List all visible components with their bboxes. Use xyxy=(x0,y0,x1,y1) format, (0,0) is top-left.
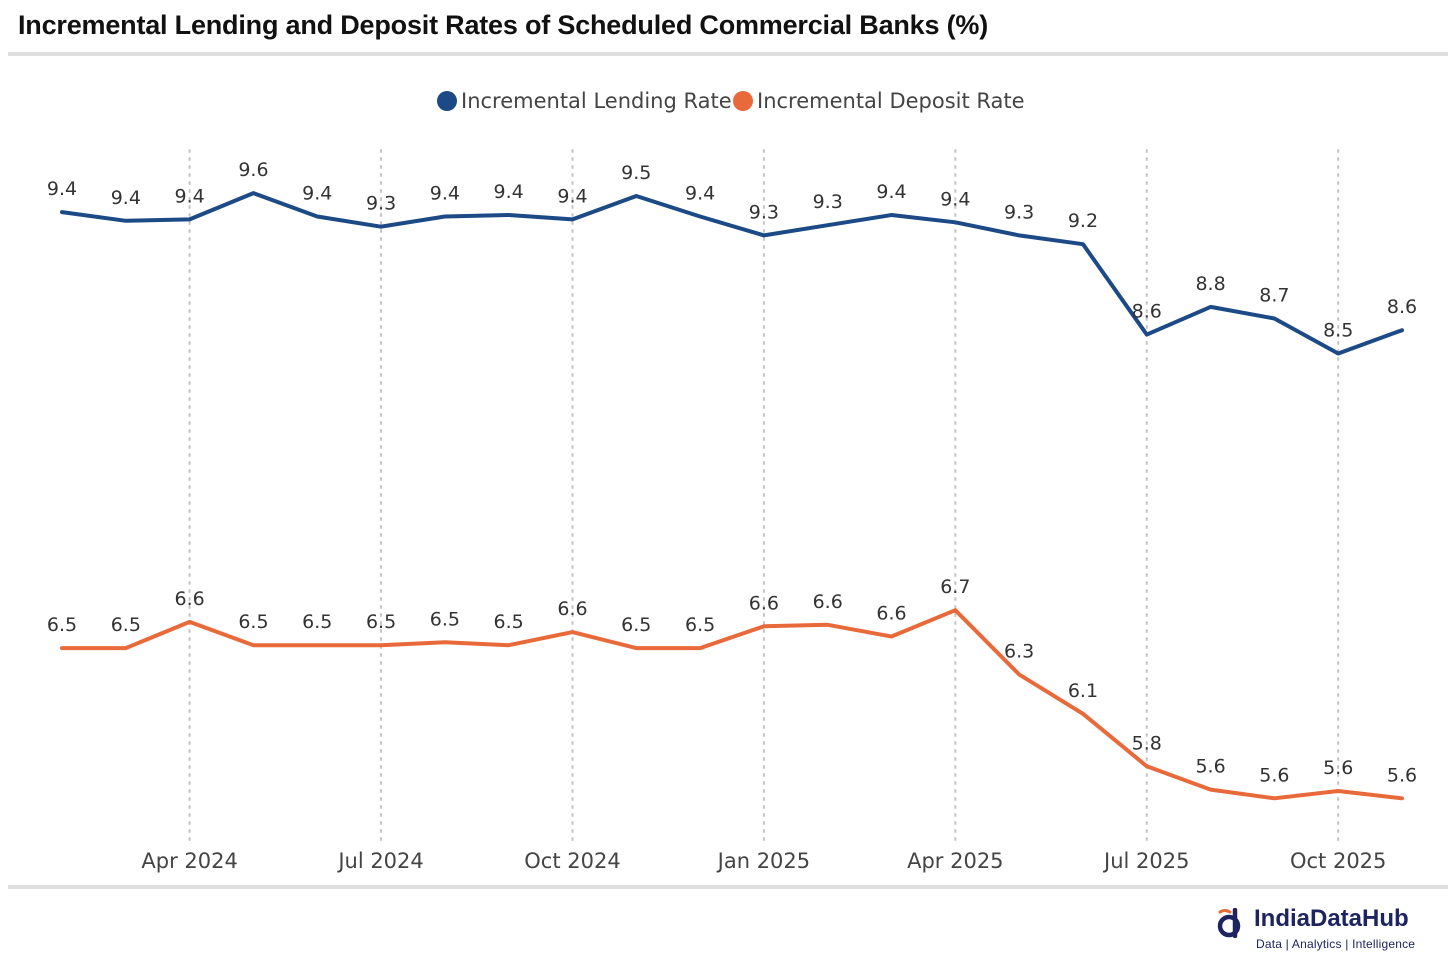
deposit-rate-legend-label[interactable]: Incremental Deposit Rate xyxy=(757,89,1025,113)
lending-rate-data-label: 9.4 xyxy=(557,185,587,207)
deposit-rate-data-label: 6.5 xyxy=(685,614,715,636)
lending-rate-data-label: 8.7 xyxy=(1259,285,1289,307)
x-tick-label: Apr 2024 xyxy=(141,849,237,873)
x-axis-ticks: Apr 2024 Jul 2024 Oct 2024 Jan 2025 Apr 2025… xyxy=(141,849,1386,873)
x-tick-label: Jan 2025 xyxy=(716,849,811,873)
deposit-rate-legend-marker xyxy=(733,91,753,111)
lending-rate-data-label: 9.3 xyxy=(749,201,779,223)
deposit-rate-data-label: 6.5 xyxy=(621,614,651,636)
lending-rate-legend-label[interactable]: Incremental Lending Rate xyxy=(461,89,732,113)
deposit-rate-data-label: 6.5 xyxy=(111,614,141,636)
lending-rate-data-label: 9.3 xyxy=(366,193,396,215)
lending-rate-line[interactable] xyxy=(60,191,1404,356)
deposit-rate-data-label: 6.3 xyxy=(1004,640,1034,662)
lending-rate-data-label: 9.4 xyxy=(685,182,715,204)
lending-rate-data-label: 8.8 xyxy=(1195,273,1225,295)
lending-rate-data-label: 9.4 xyxy=(940,188,970,210)
data-labels: 9.4 9.4 9.4 9.6 9.4 9.3 9.4 9.4 9.4 9.5 9.4 9.3 9.3 9… xyxy=(47,159,1417,786)
deposit-rate-line[interactable] xyxy=(60,608,1404,801)
x-tick-label: Jul 2025 xyxy=(1102,849,1189,873)
legend: Incremental Lending Rate Incremental Depo… xyxy=(437,89,1025,113)
brand-tagline: Data | Analytics | Intelligence xyxy=(1256,937,1416,951)
lending-rate-data-label: 8.6 xyxy=(1132,301,1162,323)
series-lines xyxy=(60,191,1404,801)
deposit-rate-data-label: 6.5 xyxy=(494,611,524,633)
deposit-rate-data-label: 5.6 xyxy=(1387,764,1417,786)
lending-rate-data-label: 8.5 xyxy=(1323,320,1353,342)
deposit-rate-data-label: 6.6 xyxy=(557,598,587,620)
lending-rate-legend-marker xyxy=(437,91,457,111)
deposit-rate-data-label: 6.5 xyxy=(430,608,460,630)
lending-rate-data-label: 9.5 xyxy=(621,162,651,184)
deposit-rate-data-label: 6.7 xyxy=(940,576,970,598)
brand-mark-icon xyxy=(1217,908,1241,938)
lending-rate-data-label: 9.3 xyxy=(813,191,843,213)
top-divider xyxy=(8,52,1448,56)
deposit-rate-data-label: 6.5 xyxy=(302,611,332,633)
deposit-rate-data-label: 5.6 xyxy=(1195,756,1225,778)
deposit-rate-data-label: 6.6 xyxy=(175,588,205,610)
x-tick-label: Oct 2024 xyxy=(524,849,620,873)
deposit-rate-data-label: 6.1 xyxy=(1068,680,1098,702)
lending-rate-data-label: 9.4 xyxy=(876,181,906,203)
lending-rate-data-label: 9.4 xyxy=(175,185,205,207)
lending-rate-data-label: 9.2 xyxy=(1068,210,1098,232)
lending-rate-data-label: 9.4 xyxy=(111,187,141,209)
deposit-rate-data-label: 6.5 xyxy=(238,611,268,633)
deposit-rate-data-label: 6.6 xyxy=(876,602,906,624)
lending-rate-data-label: 9.6 xyxy=(238,159,268,181)
lending-rate-data-label: 9.4 xyxy=(302,182,332,204)
vertical-gridlines xyxy=(188,149,1340,846)
deposit-rate-data-label: 6.6 xyxy=(749,592,779,614)
brand-logo[interactable]: IndiaDataHub Data | Analytics | Intellig… xyxy=(1216,905,1436,957)
deposit-rate-data-label: 6.6 xyxy=(813,591,843,613)
brand-name: IndiaDataHub xyxy=(1254,905,1409,932)
lending-rate-data-label: 9.3 xyxy=(1004,201,1034,223)
deposit-rate-data-label: 6.5 xyxy=(47,614,77,636)
chart-title: Incremental Lending and Deposit Rates of… xyxy=(18,10,989,40)
lending-rate-data-label: 9.4 xyxy=(47,178,77,200)
x-tick-label: Oct 2025 xyxy=(1290,849,1386,873)
bottom-divider xyxy=(8,885,1448,889)
lending-rate-data-label: 9.4 xyxy=(430,182,460,204)
lending-rate-data-label: 9.4 xyxy=(494,181,524,203)
deposit-rate-data-label: 5.6 xyxy=(1323,757,1353,779)
x-tick-label: Jul 2024 xyxy=(336,849,423,873)
deposit-rate-data-label: 6.5 xyxy=(366,611,396,633)
x-tick-label: Apr 2025 xyxy=(907,849,1003,873)
lending-rate-data-label: 8.6 xyxy=(1387,296,1417,318)
deposit-rate-data-label: 5.6 xyxy=(1259,764,1289,786)
deposit-rate-data-label: 5.8 xyxy=(1132,732,1162,754)
